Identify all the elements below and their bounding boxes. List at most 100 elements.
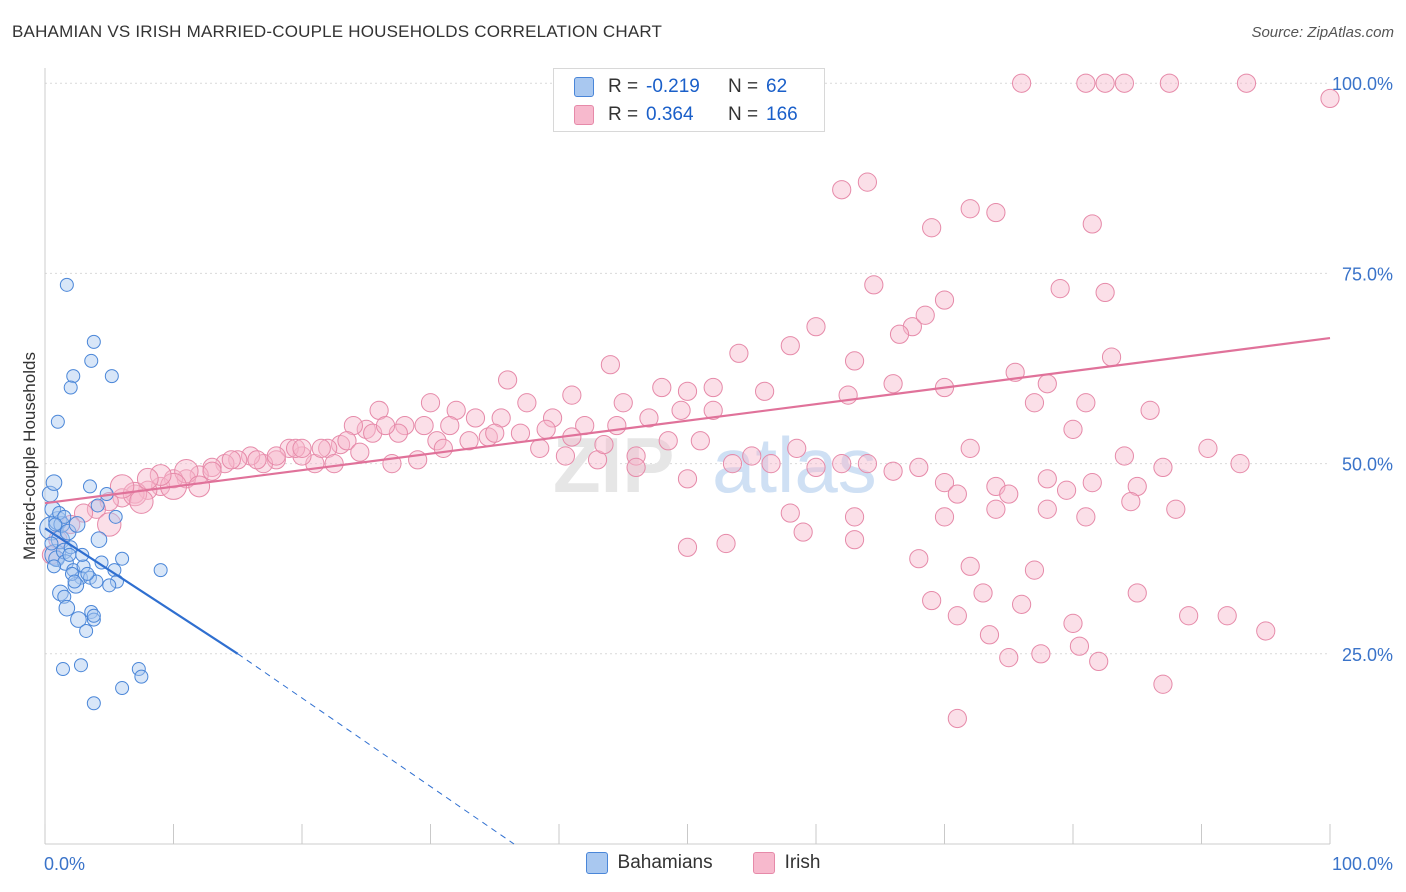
bahamians-trendline-extension	[237, 653, 515, 845]
data-point	[613, 393, 633, 413]
data-point	[86, 334, 101, 349]
data-point	[1063, 613, 1083, 633]
data-point	[986, 499, 1006, 519]
data-point	[1089, 651, 1109, 672]
data-point	[671, 400, 691, 420]
data-point	[395, 415, 415, 436]
bahamians-n-value: 62	[766, 76, 788, 97]
y-axis-label: Married-couple Households	[20, 352, 39, 560]
data-point	[285, 438, 306, 458]
data-point	[780, 336, 800, 356]
data-point	[433, 438, 453, 458]
data-point	[1179, 606, 1199, 626]
data-point	[1159, 73, 1179, 93]
data-point	[986, 202, 1006, 223]
data-point	[1069, 636, 1090, 656]
data-point	[67, 577, 85, 594]
data-point	[136, 467, 159, 490]
data-point	[1114, 73, 1135, 93]
data-point	[793, 522, 813, 542]
data-point	[755, 381, 775, 401]
n-label: N =	[728, 104, 759, 125]
data-point	[459, 431, 479, 451]
data-point	[626, 457, 646, 478]
data-point	[973, 583, 993, 603]
data-point	[70, 611, 87, 628]
data-point	[1082, 214, 1102, 234]
data-point	[1037, 374, 1057, 394]
data-point	[1082, 473, 1102, 493]
bahamians-trendline	[44, 527, 239, 655]
data-point	[62, 547, 77, 562]
data-point	[292, 438, 312, 458]
data-point	[658, 431, 678, 451]
data-point	[45, 474, 63, 491]
data-point	[947, 708, 967, 729]
y-tick-label: 100.0%	[1332, 74, 1393, 94]
data-point	[153, 563, 168, 578]
data-point	[883, 461, 903, 481]
data-point	[375, 415, 396, 436]
data-point	[89, 574, 104, 589]
data-point	[1095, 282, 1115, 303]
data-point	[90, 498, 105, 513]
data-point	[188, 475, 211, 498]
irish-n-value: 166	[766, 104, 798, 125]
r-label: R =	[608, 76, 639, 97]
data-point	[356, 419, 376, 439]
bahamians-swatch	[574, 77, 594, 97]
data-point	[934, 290, 955, 310]
data-point	[44, 536, 59, 551]
data-point	[716, 533, 736, 554]
data-point	[1153, 457, 1173, 478]
data-point	[86, 696, 101, 711]
data-point	[517, 393, 537, 413]
n-label: N =	[728, 76, 759, 97]
data-point	[498, 370, 518, 390]
data-point	[1153, 674, 1173, 694]
data-point	[202, 461, 222, 481]
data-point	[600, 355, 621, 375]
data-point	[806, 457, 826, 478]
data-point	[221, 450, 241, 470]
data-point	[350, 442, 370, 462]
data-point	[1063, 419, 1083, 439]
data-point	[999, 484, 1019, 504]
bahamians-r-value: -0.219	[646, 76, 700, 97]
data-point	[857, 454, 878, 474]
data-point	[883, 374, 903, 394]
data-point	[934, 473, 955, 493]
data-point	[241, 446, 261, 466]
data-point	[104, 369, 119, 384]
data-point	[844, 351, 865, 371]
source-credit: Source: ZipAtlas.com	[1251, 24, 1394, 41]
data-point	[108, 509, 123, 524]
data-point	[228, 450, 248, 470]
data-point	[562, 385, 582, 405]
data-point	[1198, 438, 1218, 458]
data-point	[979, 625, 1000, 645]
data-point	[857, 172, 878, 192]
r-label: R =	[608, 104, 639, 125]
data-point	[677, 381, 698, 401]
data-point	[86, 499, 107, 519]
data-point	[703, 400, 723, 420]
data-point	[420, 393, 441, 413]
data-point	[64, 566, 79, 581]
data-point	[1076, 73, 1096, 93]
data-point	[86, 612, 101, 627]
data-point	[102, 578, 117, 593]
data-point	[63, 380, 78, 395]
data-point	[960, 199, 980, 219]
data-point	[55, 662, 70, 677]
x-tick-label-max: 100.0%	[1332, 854, 1393, 874]
irish-r-value: 0.364	[646, 104, 694, 125]
data-point	[86, 608, 101, 623]
data-point	[1166, 499, 1186, 519]
data-point	[440, 415, 460, 436]
data-point	[97, 512, 122, 537]
data-point	[639, 408, 659, 428]
data-point	[1037, 469, 1057, 489]
data-point	[1012, 73, 1032, 93]
